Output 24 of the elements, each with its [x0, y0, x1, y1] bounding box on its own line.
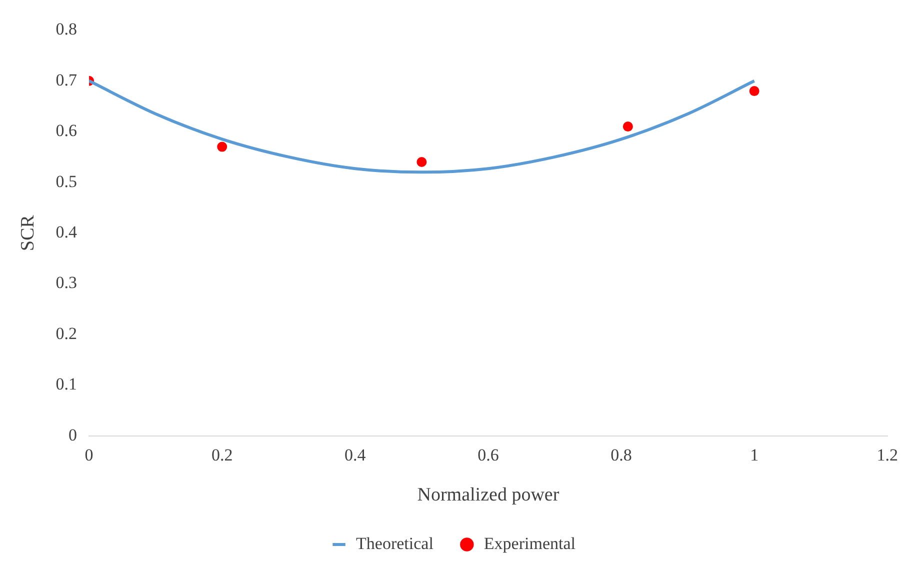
y-tick-label: 0.7 [56, 70, 78, 90]
x-tick-label: 1.2 [876, 445, 898, 464]
point [217, 142, 228, 152]
y-tick-label: 0 [68, 425, 78, 444]
x-tick-label: 0.8 [610, 445, 632, 464]
y-tick-label: 0.5 [56, 172, 78, 191]
legend-label: Theoretical [356, 534, 434, 553]
y-tick-label: 0.3 [56, 273, 78, 292]
y-tick-label: 0.2 [56, 324, 78, 343]
x-tick-label: 0 [84, 445, 94, 464]
y-axis-title: SCR [17, 214, 38, 251]
x-tick-label: 0.6 [478, 445, 499, 464]
y-tick-label: 0.6 [56, 121, 78, 140]
point [416, 157, 427, 168]
x-tick-label: 0.2 [211, 445, 233, 464]
point [749, 86, 760, 96]
y-tick-label: 0.8 [56, 20, 78, 39]
legend-label: Experimental [484, 534, 576, 553]
x-tick-label: 0.4 [344, 445, 366, 464]
y-tick-label: 0.4 [56, 222, 78, 242]
x-axis-title: Normalized power [417, 484, 560, 506]
y-tick-label: 0.1 [56, 374, 78, 394]
x-tick-label: 1 [750, 445, 759, 464]
point [622, 122, 633, 132]
